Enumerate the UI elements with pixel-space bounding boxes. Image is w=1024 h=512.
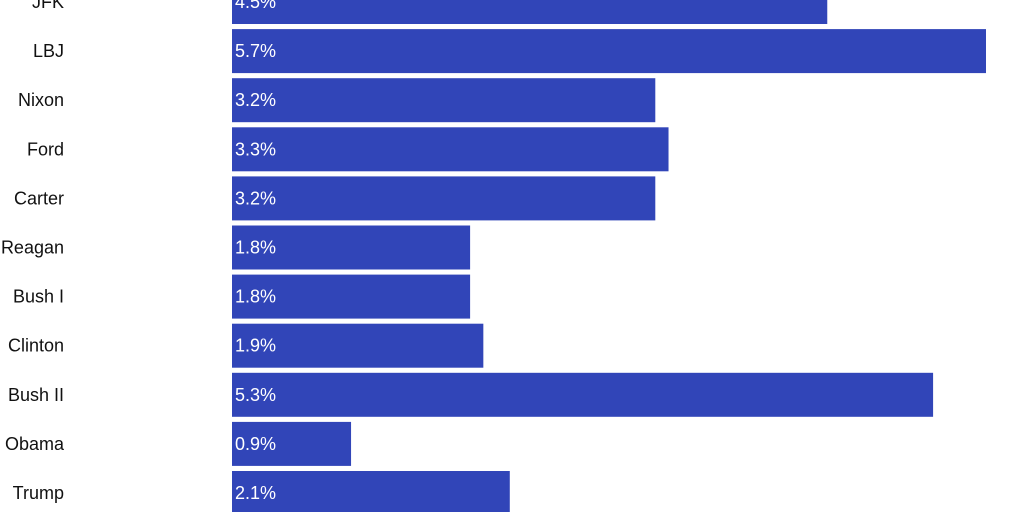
bar-clinton [232, 323, 484, 368]
bar-value-label-nixon: 3.2% [235, 90, 276, 110]
category-label-clinton: Clinton [8, 336, 64, 356]
category-labels-group: JFK LBJ Nixon Ford Carter Reagan Bush I Clinton… [1, 0, 65, 503]
bar-value-label-clinton: 1.9% [235, 336, 276, 356]
bar-ford [232, 127, 669, 172]
bar-obama [232, 421, 352, 466]
bar-nixon [232, 78, 656, 123]
bar-value-label-trump: 2.1% [235, 483, 276, 503]
bar-reagan [232, 225, 471, 270]
bar-jfk [232, 0, 828, 24]
category-label-reagan: Reagan [1, 238, 64, 258]
bar-value-label-ford: 3.3% [235, 139, 276, 159]
bars-group: 4.5% 5.7% 3.2% 3.3% 3.2% 1.8% 1.8% 1.9% 5.3% 0.9%… [232, 0, 986, 512]
bar-value-label-reagan: 1.8% [235, 238, 276, 258]
bar-value-label-bush-ii: 5.3% [235, 385, 276, 405]
category-label-obama: Obama [5, 434, 65, 454]
category-label-carter: Carter [14, 188, 64, 208]
bar-value-label-bush-i: 1.8% [235, 287, 276, 307]
category-label-jfk: JFK [32, 0, 64, 12]
bar-value-label-carter: 3.2% [235, 188, 276, 208]
bar-value-label-jfk: 4.5% [235, 0, 276, 12]
category-label-ford: Ford [27, 139, 64, 159]
bar-lbj [232, 29, 986, 74]
bar-bush-ii [232, 372, 934, 417]
bar-value-label-obama: 0.9% [235, 434, 276, 454]
bar-value-label-lbj: 5.7% [235, 41, 276, 61]
category-label-bush-ii: Bush II [8, 385, 64, 405]
bar-bush-i [232, 274, 471, 319]
category-label-nixon: Nixon [18, 90, 64, 110]
bar-carter [232, 176, 656, 221]
bar-trump [232, 471, 510, 512]
category-label-trump: Trump [13, 483, 64, 503]
category-label-lbj: LBJ [33, 41, 64, 61]
category-label-bush-i: Bush I [13, 287, 64, 307]
